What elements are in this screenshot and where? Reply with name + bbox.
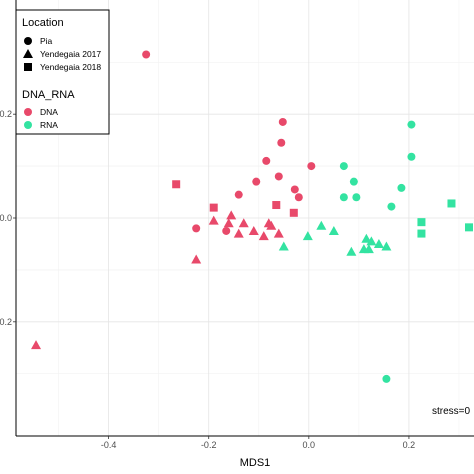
data-point-dna — [289, 208, 298, 217]
legend-shape-label: Pia — [40, 36, 53, 46]
data-point-rna — [278, 241, 289, 251]
data-point-rna — [346, 246, 357, 256]
legend-triangle-icon — [23, 49, 33, 58]
data-point-dna — [209, 203, 218, 212]
legend-color-entries: DNA RNA — [24, 107, 58, 130]
data-point-dna — [290, 185, 299, 194]
legend-circle-icon — [24, 37, 32, 45]
data-point-dna — [192, 224, 201, 233]
data-point-dna — [294, 193, 303, 202]
data-point-rna — [464, 223, 473, 232]
data-point-dna — [208, 215, 219, 225]
tick-labels: -0.4 -0.2 0.0 0.2 0.2 0.0 -0.2 — [0, 109, 415, 450]
data-point-rna — [316, 220, 327, 230]
legend-shape-label: Yendegaia 2017 — [40, 49, 101, 59]
data-point-dna — [238, 218, 249, 228]
data-point-rna — [363, 244, 374, 254]
data-point-dna — [277, 138, 286, 147]
data-point-rna — [407, 120, 416, 129]
data-point-dna — [272, 201, 281, 210]
data-point-rna — [352, 193, 361, 202]
legend-color-icon — [24, 108, 32, 116]
x-axis-title: MDS1 — [240, 457, 271, 469]
data-point-dna — [172, 180, 181, 189]
data-points — [31, 50, 473, 383]
data-point-rna — [366, 236, 377, 246]
data-point-rna — [387, 202, 396, 211]
data-point-dna — [278, 117, 287, 126]
data-point-rna — [417, 229, 426, 238]
data-point-dna — [258, 231, 269, 241]
x-tick-label: -0.4 — [101, 440, 117, 450]
legend-color-label: DNA — [40, 107, 58, 117]
data-point-rna — [397, 183, 406, 192]
data-point-rna — [407, 152, 416, 161]
data-point-dna — [222, 226, 231, 235]
data-point-dna — [262, 156, 271, 165]
data-point-dna — [233, 228, 244, 238]
legend: Location Pia Yendegaia 2017 Yendegaia 2018… — [15, 9, 110, 135]
data-point-dna — [274, 172, 283, 181]
data-point-rna — [339, 193, 348, 202]
data-point-rna — [381, 241, 392, 251]
data-point-dna — [226, 210, 237, 220]
data-point-dna — [223, 218, 234, 228]
y-tick-label: -0.2 — [0, 317, 12, 327]
data-point-rna — [339, 162, 348, 171]
data-point-dna — [248, 225, 259, 235]
x-tick-label: 0.2 — [403, 440, 416, 450]
grid-lines — [16, 0, 474, 436]
data-point-dna — [31, 340, 42, 350]
legend-shape-title: Location — [22, 17, 64, 29]
data-point-rna — [447, 199, 456, 208]
legend-color-title: DNA_RNA — [22, 89, 75, 101]
data-point-dna — [307, 162, 316, 171]
legend-color-label: RNA — [40, 120, 58, 130]
data-point-rna — [361, 233, 372, 243]
stress-annotation: stress=0 — [432, 406, 471, 417]
y-tick-label: 0.2 — [0, 109, 12, 119]
data-point-rna — [417, 218, 426, 227]
data-point-rna — [373, 238, 384, 248]
legend-color-icon — [24, 121, 32, 129]
legend-square-icon — [24, 63, 32, 71]
data-point-rna — [349, 177, 358, 186]
data-point-dna — [252, 177, 261, 186]
data-point-dna — [142, 50, 151, 59]
legend-shape-label: Yendegaia 2018 — [40, 62, 101, 72]
y-tick-label: 0.0 — [0, 213, 12, 223]
data-point-dna — [234, 190, 243, 199]
x-tick-label: 0.0 — [303, 440, 316, 450]
data-point-dna — [191, 254, 202, 264]
data-point-rna — [382, 374, 391, 383]
x-tick-label: -0.2 — [201, 440, 217, 450]
legend-shape-entries: Pia Yendegaia 2017 Yendegaia 2018 — [23, 36, 101, 72]
data-point-dna — [266, 220, 277, 230]
data-point-rna — [328, 225, 339, 235]
data-point-rna — [302, 231, 313, 241]
data-point-dna — [273, 228, 284, 238]
